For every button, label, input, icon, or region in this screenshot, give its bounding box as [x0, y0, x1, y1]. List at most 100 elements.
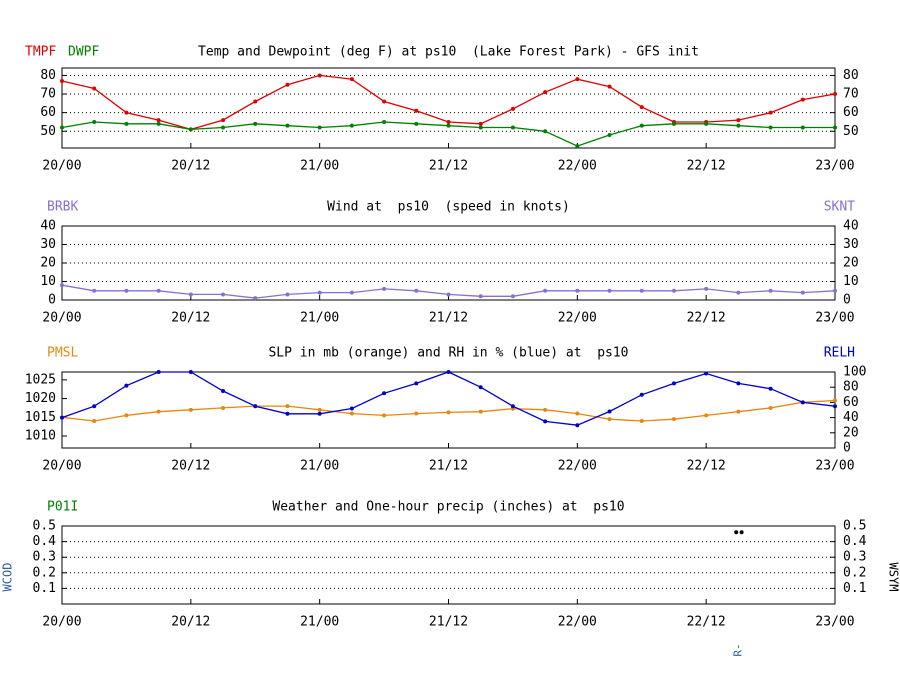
data-point	[639, 123, 644, 128]
data-point	[736, 290, 741, 295]
data-point	[317, 411, 322, 416]
x-tick-label: 23/00	[815, 159, 854, 174]
data-point	[736, 409, 741, 414]
data-point	[768, 288, 773, 293]
data-point	[124, 413, 129, 418]
y2-tick-label: 20	[843, 256, 859, 271]
data-point	[704, 413, 709, 418]
data-point	[317, 73, 322, 78]
data-point	[739, 530, 744, 535]
y2-tick-label: 0	[843, 293, 851, 308]
y-tick-label: 10	[40, 274, 56, 289]
data-point	[736, 381, 741, 386]
x-tick-label: 22/12	[687, 311, 726, 326]
data-point	[671, 381, 676, 386]
data-point	[639, 392, 644, 397]
y-tick-label: 0.5	[33, 519, 56, 534]
data-point	[736, 118, 741, 123]
plot-frame	[61, 225, 836, 301]
x-tick-label: 20/00	[42, 159, 81, 174]
data-point	[414, 411, 419, 416]
left-axis-label: WCOD	[1, 563, 15, 592]
data-point	[221, 292, 226, 297]
data-point	[446, 370, 451, 374]
data-point	[510, 404, 515, 409]
y-tick-label: 0	[48, 293, 56, 308]
data-point	[833, 398, 837, 403]
data-point	[478, 121, 483, 126]
data-point	[285, 292, 290, 297]
y2-tick-label: 0.4	[843, 534, 867, 549]
data-point	[833, 404, 837, 409]
data-point	[575, 423, 580, 428]
data-point	[607, 288, 612, 293]
x-tick-label: 22/00	[558, 159, 597, 174]
x-tick-label: 20/12	[171, 159, 210, 174]
panel-title: Temp and Dewpoint (deg F) at ps10 (Lake …	[198, 45, 699, 60]
y2-tick-label: 70	[843, 87, 859, 102]
y-tick-label: 30	[40, 237, 56, 252]
data-point	[221, 125, 226, 130]
data-point	[833, 288, 837, 293]
data-point	[510, 106, 515, 111]
data-point	[704, 121, 709, 126]
data-point	[478, 125, 483, 130]
data-point	[800, 400, 805, 405]
y2-tick-label: 40	[843, 219, 859, 234]
x-tick-label: 22/12	[687, 159, 726, 174]
panel-title: Weather and One-hour precip (inches) at …	[272, 500, 624, 515]
x-tick-label: 20/12	[171, 615, 210, 630]
data-point	[414, 381, 419, 386]
data-point	[156, 370, 161, 374]
x-tick-label: 22/12	[687, 459, 726, 474]
data-point	[639, 288, 644, 293]
x-tick-label: 21/12	[429, 615, 468, 630]
data-point	[253, 99, 258, 104]
data-point	[478, 409, 483, 414]
data-point	[543, 90, 548, 95]
data-point	[188, 407, 193, 412]
y-tick-label: 70	[40, 87, 56, 102]
y2-tick-label: 80	[843, 380, 859, 395]
data-point	[833, 125, 837, 130]
data-point	[639, 419, 644, 424]
data-point	[124, 121, 129, 126]
data-point	[768, 405, 773, 410]
data-point	[156, 288, 161, 293]
data-point	[543, 129, 548, 134]
x-tick-label: 20/12	[171, 311, 210, 326]
data-point	[607, 132, 612, 137]
x-tick-label: 20/00	[42, 311, 81, 326]
y2-tick-label: 60	[843, 105, 859, 120]
legend-label: SKNT	[824, 200, 855, 215]
data-point	[285, 411, 290, 416]
y2-tick-label: 60	[843, 395, 859, 410]
data-point	[510, 294, 515, 299]
y-tick-label: 0.2	[33, 565, 56, 580]
legend-label: PMSL	[47, 346, 78, 361]
data-point	[253, 296, 258, 301]
y-tick-label: 80	[40, 68, 56, 83]
y2-tick-label: 30	[843, 237, 859, 252]
x-tick-label: 21/00	[300, 159, 339, 174]
data-point	[575, 411, 580, 416]
y2-tick-label: 0.2	[843, 565, 866, 580]
right-axis-label: WSYM	[887, 563, 900, 592]
data-point	[575, 288, 580, 293]
data-point	[607, 409, 612, 414]
data-point	[317, 290, 322, 295]
y-tick-label: 1025	[25, 372, 56, 387]
legend-label: RELH	[824, 346, 855, 361]
x-tick-label: 23/00	[815, 615, 854, 630]
data-point	[607, 84, 612, 89]
data-point	[285, 82, 290, 87]
data-point	[478, 385, 483, 390]
data-point	[414, 108, 419, 113]
data-point	[60, 79, 64, 84]
data-point	[92, 404, 97, 409]
data-point	[446, 123, 451, 128]
y-tick-label: 60	[40, 105, 56, 120]
data-point	[124, 383, 129, 388]
data-point	[768, 110, 773, 115]
